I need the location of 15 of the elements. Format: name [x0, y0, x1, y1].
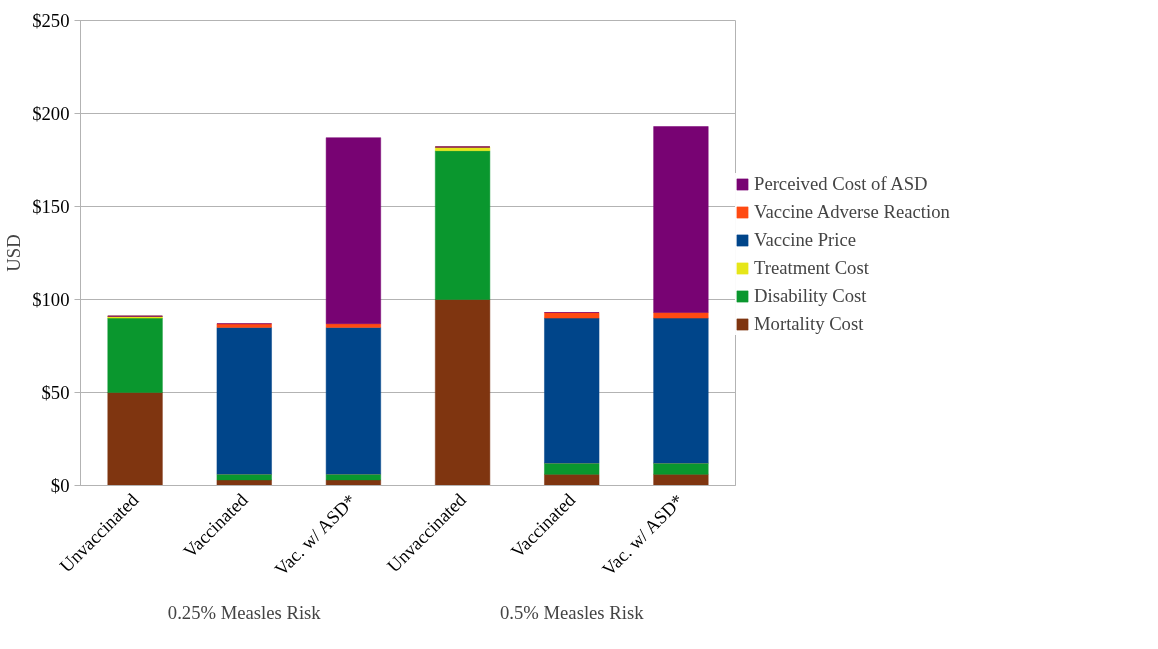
y-tick-label: $0	[50, 475, 70, 496]
legend-label: Perceived Cost of ASD	[754, 173, 928, 195]
y-tick-label: $50	[41, 382, 70, 403]
legend-label: Treatment Cost	[754, 257, 869, 279]
legend-label: Mortality Cost	[754, 313, 864, 335]
text: 0.5% Measles Risk	[499, 601, 645, 623]
y-tick-label: $250	[32, 10, 70, 31]
legend-label: Disability Cost	[754, 285, 867, 307]
text: 0.25% Measles Risk	[167, 601, 322, 623]
legend-label: Vaccine Adverse Reaction	[754, 201, 950, 223]
y-tick-label: $150	[32, 196, 70, 217]
y-tick-label: $200	[32, 103, 70, 124]
y-axis-title: USD	[3, 234, 25, 272]
y-tick-label: $100	[32, 289, 70, 310]
legend-label: Vaccine Price	[754, 229, 857, 251]
